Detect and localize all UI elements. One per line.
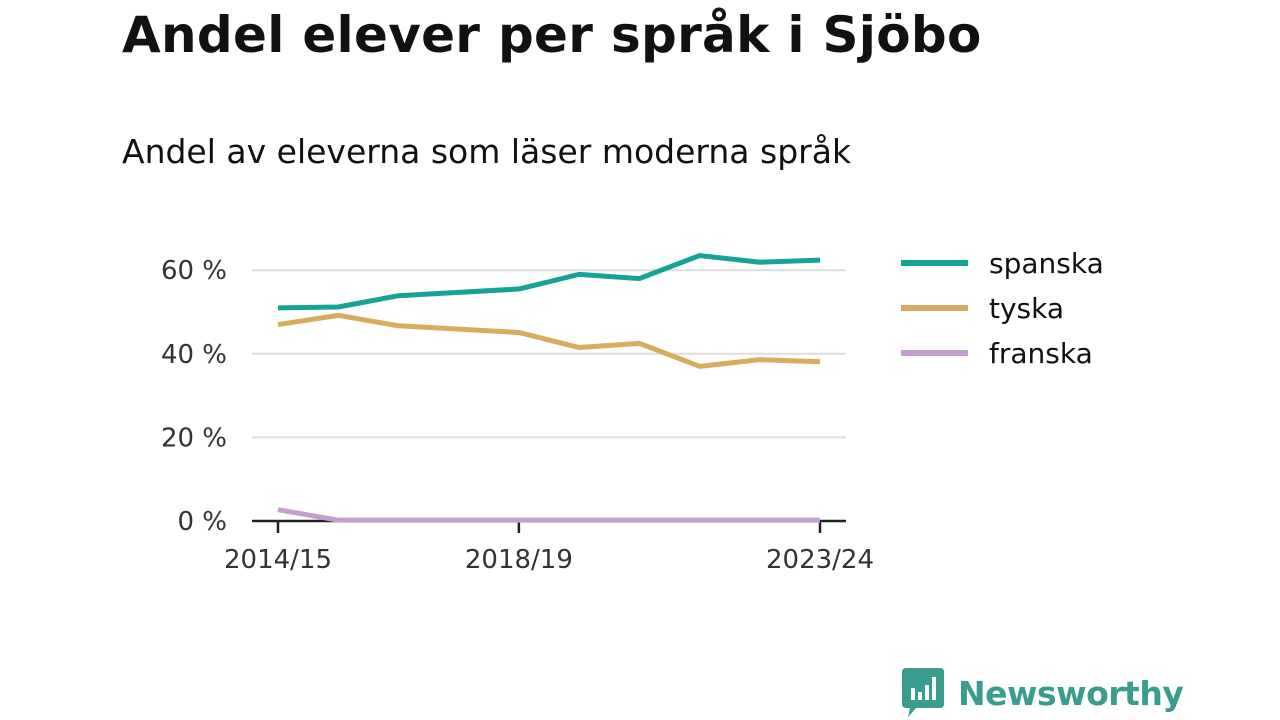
series-line-franska xyxy=(277,507,820,523)
y-tick-label: 20 % xyxy=(161,423,227,453)
newsworthy-logo: Newsworthy xyxy=(902,668,1184,718)
legend: spanska tyska franska xyxy=(901,247,1104,370)
legend-label-spanska: spanska xyxy=(989,247,1104,280)
chart-subtitle: Andel av eleverna som läser moderna språ… xyxy=(122,132,852,171)
legend-label-tyska: tyska xyxy=(989,292,1064,325)
chart-title: Andel elever per språk i Sjöbo xyxy=(122,6,982,64)
y-tick-label: 60 % xyxy=(161,256,227,286)
x-tick-label: 2023/24 xyxy=(766,545,874,575)
y-tick-label: 40 % xyxy=(161,340,227,370)
series-line-spanska xyxy=(277,253,821,311)
bar-chart-speech-bubble-icon xyxy=(902,668,944,717)
x-axis: 2014/15 2018/19 2023/24 xyxy=(224,519,874,575)
x-tick-label: 2014/15 xyxy=(224,545,332,575)
brand-name: Newsworthy xyxy=(958,673,1184,713)
x-tick-label: 2018/19 xyxy=(465,545,573,575)
legend-label-franska: franska xyxy=(989,337,1093,370)
y-tick-label: 0 % xyxy=(177,507,227,537)
gridlines: 0 % 20 % 40 % 60 % xyxy=(161,256,846,537)
series-line-tyska xyxy=(277,312,821,369)
series-lines xyxy=(277,253,821,523)
